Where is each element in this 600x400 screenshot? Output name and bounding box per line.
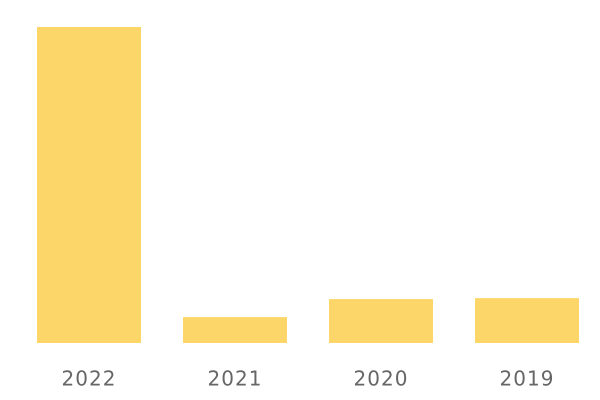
- x-tick-label: 2021: [208, 367, 263, 391]
- x-tick-label: 2020: [354, 367, 409, 391]
- x-tick-label: 2022: [62, 367, 117, 391]
- bar: [475, 298, 579, 343]
- bar: [183, 317, 287, 343]
- bar: [37, 27, 141, 343]
- x-tick-label: 2019: [500, 367, 555, 391]
- bar: [329, 299, 433, 343]
